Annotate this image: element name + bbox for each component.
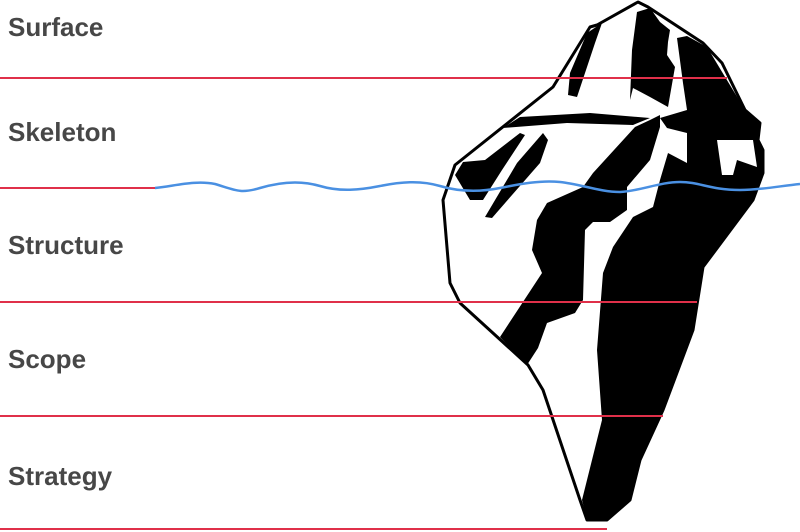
layer-label-structure: Structure	[8, 230, 124, 260]
layer-label-surface: Surface	[8, 12, 104, 42]
iceberg-shadow-top	[630, 8, 675, 107]
iceberg-highlight	[717, 140, 757, 175]
iceberg-icon	[441, 0, 765, 522]
layer-label-scope: Scope	[8, 344, 87, 374]
iceberg-band	[503, 113, 650, 128]
layer-label-skeleton: Skeleton	[8, 117, 117, 147]
waterline	[154, 180, 800, 194]
iceberg-shadow-right	[582, 36, 763, 520]
iceberg-shadow-diagonal	[485, 133, 548, 218]
layer-label-strategy: Strategy	[8, 461, 113, 491]
layer-dividers	[0, 77, 727, 530]
iceberg-shadow-left	[455, 133, 525, 200]
